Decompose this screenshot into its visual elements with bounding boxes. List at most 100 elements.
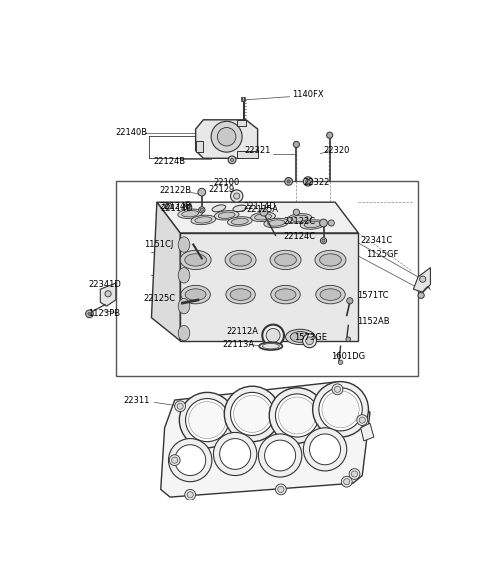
Ellipse shape [191,215,216,225]
Circle shape [105,291,111,297]
Circle shape [310,434,340,465]
Circle shape [322,239,325,242]
Circle shape [335,386,340,392]
Circle shape [276,484,286,495]
Circle shape [262,325,284,346]
Text: 22112A: 22112A [227,327,259,336]
Ellipse shape [178,325,190,341]
Text: 22124B: 22124B [153,157,185,166]
Circle shape [199,207,205,213]
Circle shape [418,292,424,298]
Ellipse shape [185,254,206,266]
Text: 22122B: 22122B [159,186,192,195]
Text: 1151CJ: 1151CJ [144,240,173,249]
Ellipse shape [320,289,341,300]
Circle shape [303,177,312,186]
Bar [196,140,204,152]
Circle shape [88,312,91,315]
Text: 22321: 22321 [244,146,271,155]
Text: 22124B: 22124B [159,202,192,211]
Circle shape [198,188,206,196]
Circle shape [217,128,236,146]
Bar [242,97,244,101]
Ellipse shape [178,209,203,219]
Circle shape [177,403,183,409]
Text: 22122C: 22122C [284,217,316,226]
Ellipse shape [228,217,252,226]
Ellipse shape [233,205,247,212]
Circle shape [357,415,368,425]
Circle shape [220,438,251,469]
Ellipse shape [251,212,276,221]
Circle shape [338,360,343,365]
Circle shape [189,402,226,438]
Ellipse shape [320,254,341,266]
Ellipse shape [212,205,226,212]
Circle shape [228,156,236,164]
Ellipse shape [178,268,190,283]
Ellipse shape [264,218,288,228]
Circle shape [278,397,316,434]
Circle shape [230,190,243,202]
Circle shape [175,445,206,475]
Ellipse shape [271,285,300,304]
Circle shape [349,469,360,479]
Polygon shape [360,423,374,441]
Text: 1573GE: 1573GE [294,333,327,342]
Circle shape [346,337,350,342]
Polygon shape [180,233,359,341]
Circle shape [260,209,268,216]
Ellipse shape [286,329,315,345]
Circle shape [302,334,316,348]
Bar [244,97,245,101]
Ellipse shape [180,250,211,270]
Ellipse shape [315,250,346,270]
Text: 22311: 22311 [123,396,150,405]
Circle shape [347,298,353,304]
Text: 1601DG: 1601DG [331,352,365,361]
Polygon shape [152,202,180,341]
Bar [116,182,418,376]
Circle shape [319,388,362,431]
Circle shape [322,391,359,428]
Ellipse shape [300,220,325,229]
Circle shape [312,382,369,437]
Circle shape [269,388,325,443]
Circle shape [185,490,196,500]
Text: 22140B: 22140B [116,128,148,137]
Ellipse shape [291,215,308,221]
Ellipse shape [316,285,345,304]
Text: 22322: 22322 [303,179,330,188]
Ellipse shape [225,250,256,270]
Circle shape [230,392,274,436]
Ellipse shape [218,212,235,219]
Circle shape [351,471,358,477]
Circle shape [211,121,242,152]
Circle shape [200,209,204,211]
Circle shape [306,179,311,184]
Circle shape [359,417,365,423]
Circle shape [230,158,234,161]
Polygon shape [100,283,116,306]
Ellipse shape [262,343,279,349]
Circle shape [180,392,235,448]
Ellipse shape [181,285,210,304]
Ellipse shape [230,289,251,300]
Circle shape [320,219,327,227]
Circle shape [187,492,193,498]
Ellipse shape [226,285,255,304]
Ellipse shape [270,250,301,270]
Circle shape [266,328,280,342]
Circle shape [344,479,350,485]
Text: 1571TC: 1571TC [357,291,388,300]
Circle shape [332,384,343,395]
Circle shape [186,398,229,442]
Text: 22100: 22100 [214,179,240,188]
Circle shape [326,132,333,138]
Ellipse shape [230,254,252,266]
Ellipse shape [275,289,296,300]
Text: 22341D: 22341D [88,280,121,289]
Text: 22124C: 22124C [284,232,316,241]
Ellipse shape [178,237,190,252]
Text: 1125GF: 1125GF [366,250,398,259]
